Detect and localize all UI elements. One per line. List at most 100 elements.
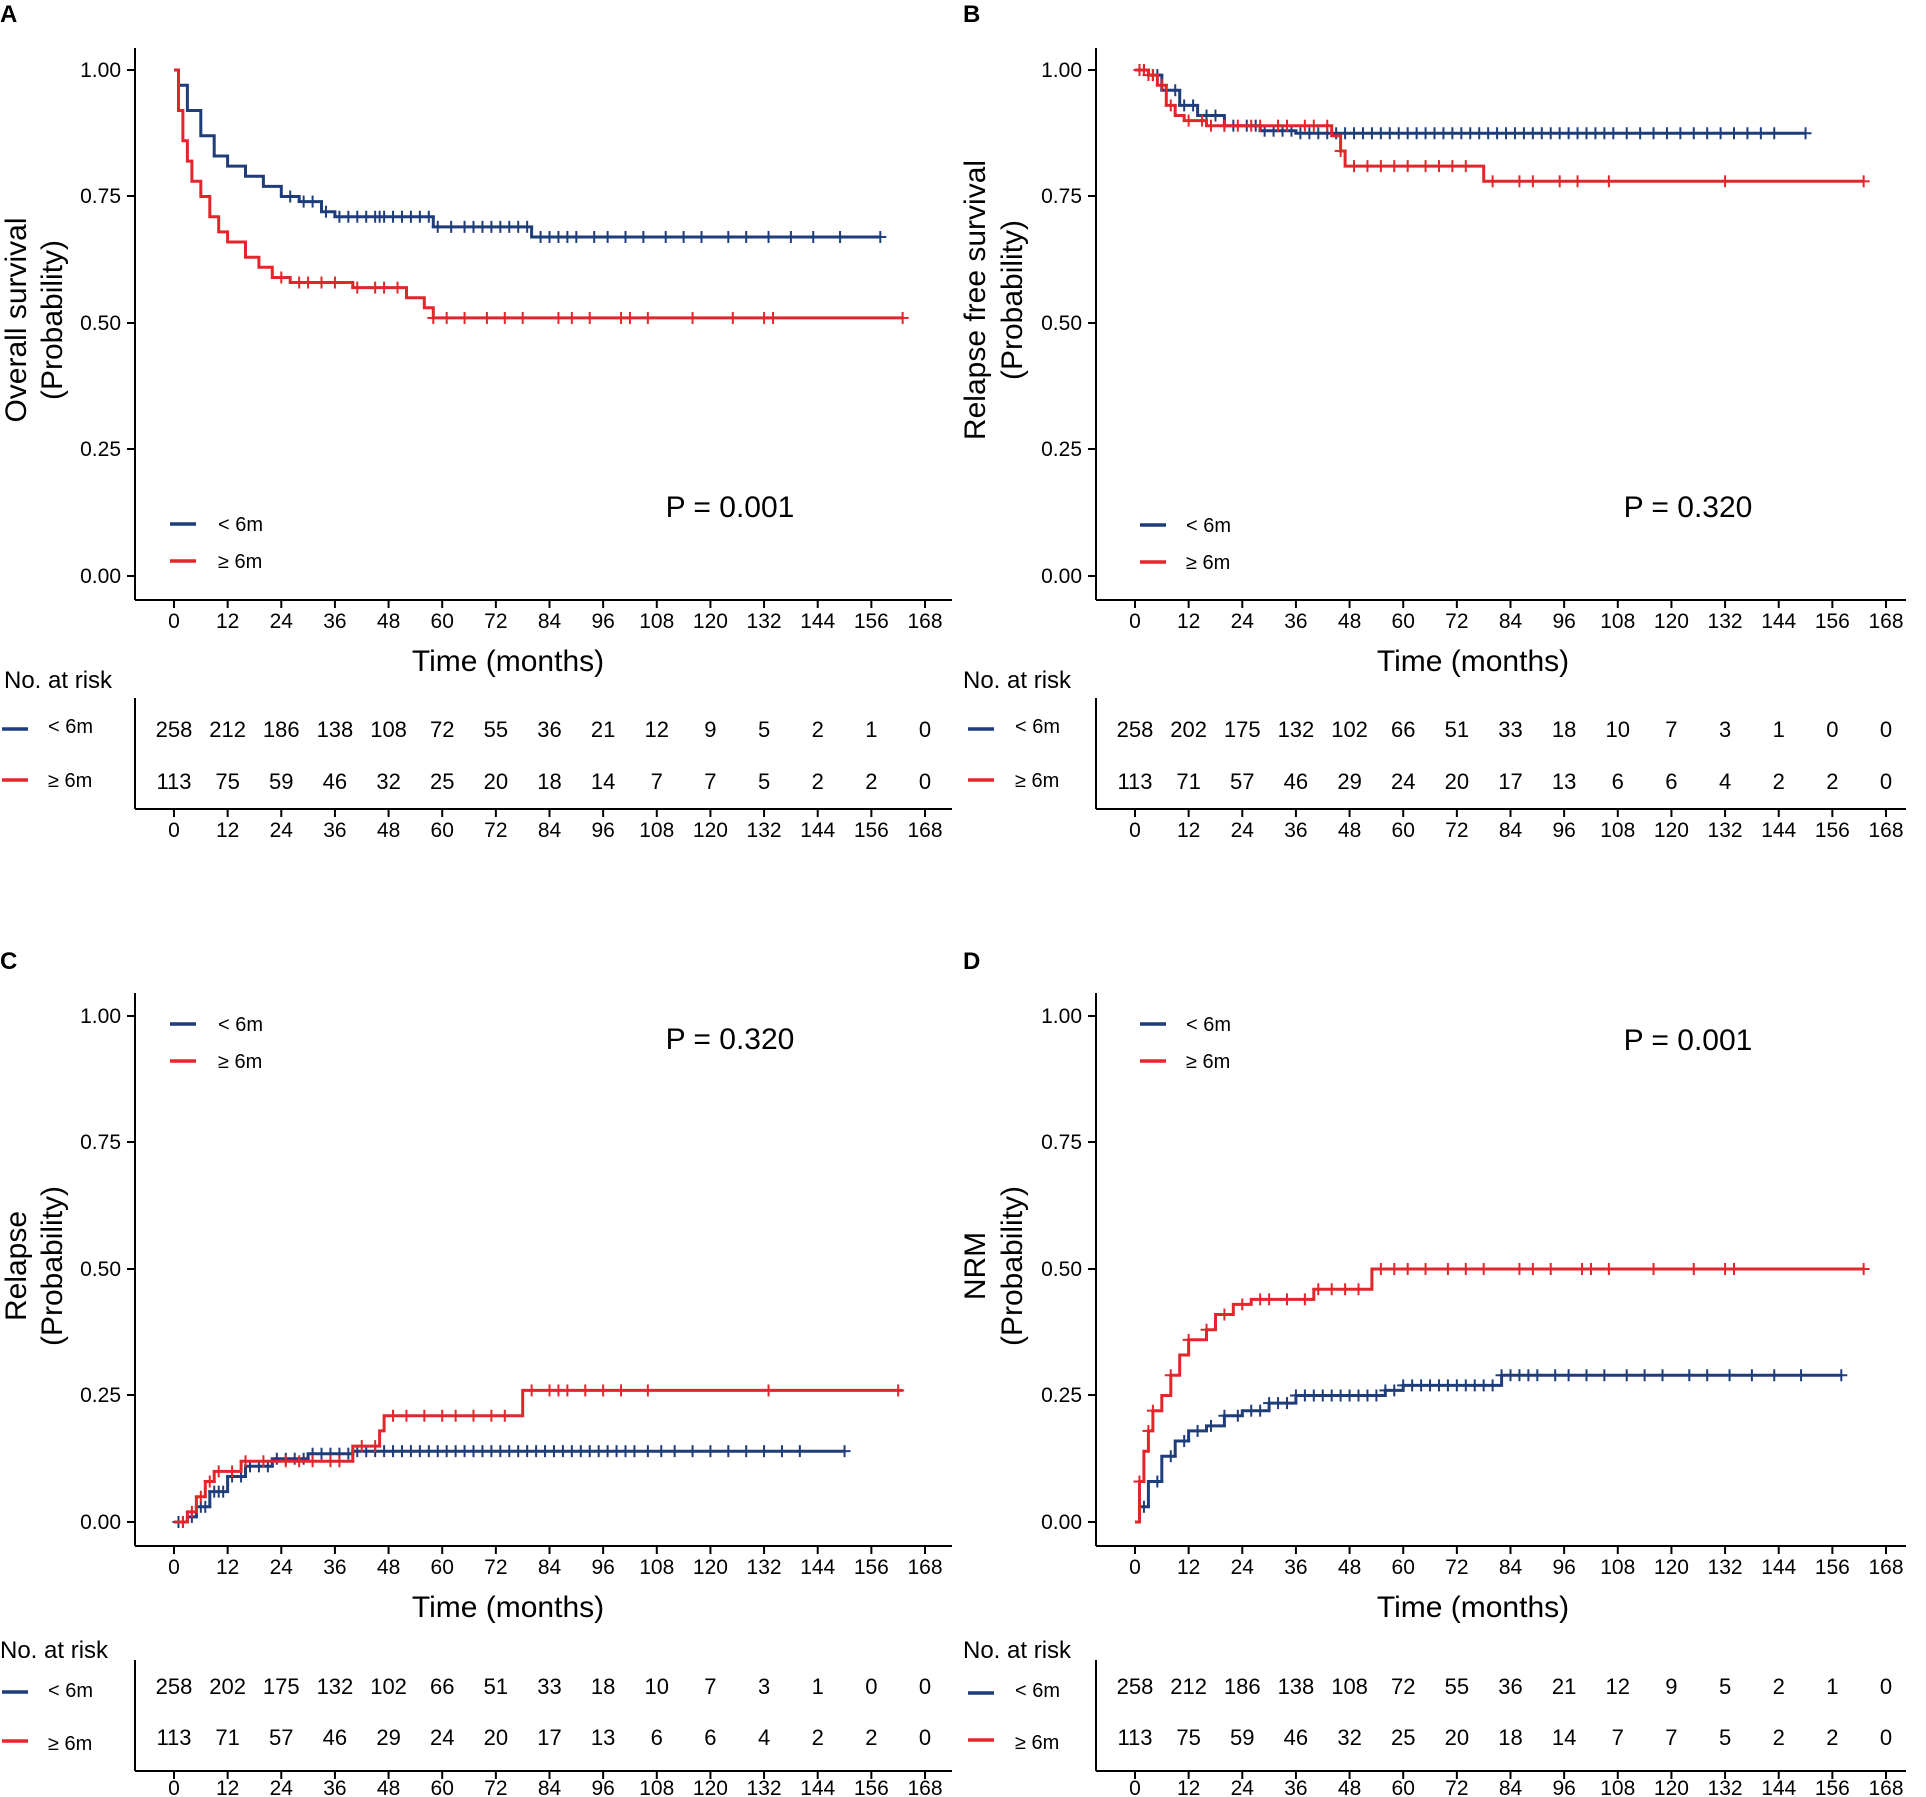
censor-mark <box>1164 99 1177 112</box>
censor-mark <box>740 1445 753 1458</box>
censor-mark <box>1687 127 1700 140</box>
y-tick: 0.25 <box>80 1384 135 1407</box>
x-tick-label: 84 <box>1499 819 1523 842</box>
risk-cell: 0 <box>919 1674 931 1699</box>
risk-cell: 175 <box>1224 717 1261 742</box>
censor-mark <box>328 276 341 289</box>
risk-table-title: No. at risk <box>0 1637 109 1664</box>
y-tick: 0.00 <box>80 565 135 588</box>
censor-mark <box>615 1384 628 1397</box>
risk-cell: 20 <box>484 769 508 794</box>
y-tick: 0.75 <box>80 1131 135 1154</box>
risk-cell: 75 <box>215 769 239 794</box>
censor-mark <box>293 1455 306 1468</box>
y-tick: 1.00 <box>80 59 135 82</box>
risk-cell: 108 <box>370 717 407 742</box>
x-tick-label: 12 <box>1177 819 1200 842</box>
legend-label-ge6m: ≥ 6m <box>1186 1051 1230 1073</box>
censor-mark <box>1795 1369 1808 1382</box>
risk-cell: 57 <box>1230 769 1254 794</box>
risk-cell: 71 <box>215 1725 239 1750</box>
y-tick-label: 0.00 <box>1041 565 1082 588</box>
censor-mark <box>1719 175 1732 188</box>
x-tick-label: 60 <box>1392 819 1415 842</box>
legend: < 6m ≥ 6m <box>170 514 263 573</box>
censor-mark <box>583 311 596 324</box>
censor-mark <box>722 230 735 243</box>
x-tick-label: 0 <box>1129 819 1141 842</box>
censor-mark <box>1218 1409 1231 1422</box>
censor-mark <box>275 271 288 284</box>
x-tick-label: 24 <box>1231 1777 1255 1797</box>
censor-mark <box>1701 1369 1714 1382</box>
x-tick-label: 132 <box>747 1777 782 1797</box>
x-tick-label: 48 <box>1338 1556 1361 1579</box>
x-tick-label: 12 <box>1177 1777 1200 1797</box>
censor-mark <box>1280 1293 1293 1306</box>
panel-c: C Relapse (Probability) 1.00 0.75 0.50 0… <box>0 948 952 1797</box>
censor-mark <box>422 210 435 223</box>
x-tick-label: 96 <box>1552 1777 1575 1797</box>
censor-mark <box>498 311 511 324</box>
x-tick-label: 0 <box>168 1777 180 1797</box>
legend-label-lt6m: < 6m <box>1186 515 1231 537</box>
risk-row-label-lt6m: < 6m <box>48 716 93 738</box>
risk-cell: 6 <box>704 1725 716 1750</box>
x-tick-label: 96 <box>1552 819 1575 842</box>
y-tick: 0.00 <box>1041 565 1096 588</box>
risk-cell: 2 <box>812 717 824 742</box>
censor-mark <box>257 1455 270 1468</box>
censor-mark <box>1620 1369 1633 1382</box>
x-tick-label: 132 <box>1708 1777 1743 1797</box>
y-axis: 1.00 0.75 0.50 0.25 0.00 <box>80 993 136 1546</box>
censor-mark <box>1419 160 1432 173</box>
censor-mark <box>722 1445 735 1458</box>
risk-cell: 21 <box>1552 1674 1576 1699</box>
censor-mark <box>1602 1263 1615 1275</box>
risk-cell: 4 <box>1719 769 1731 794</box>
censor-mark <box>619 230 632 243</box>
risk-row-label-ge6m: ≥ 6m <box>48 770 92 792</box>
censor-mark <box>217 1485 230 1498</box>
x-tick-label: 96 <box>591 1777 614 1797</box>
x-tick-label: 168 <box>907 1556 942 1579</box>
censor-mark <box>1754 127 1767 140</box>
y-axis-title-line2: (Probability) <box>996 220 1029 380</box>
x-tick-label: 120 <box>1654 1556 1689 1579</box>
y-axis-title-line1: Relapse <box>0 1211 33 1321</box>
legend-label-lt6m: < 6m <box>1186 1014 1231 1036</box>
censor-mark <box>445 220 458 233</box>
risk-cell: 17 <box>537 1725 561 1750</box>
risk-cell: 18 <box>1498 1725 1522 1750</box>
censor-mark <box>1526 175 1539 188</box>
x-tick-label: 120 <box>693 819 728 842</box>
censor-mark <box>1280 1397 1293 1410</box>
risk-cell: 18 <box>537 769 561 794</box>
x-tick-label: 0 <box>1129 1556 1141 1579</box>
censor-mark <box>641 1384 654 1397</box>
series-lt6m-line <box>1135 1373 1842 1524</box>
x-tick-label: 36 <box>1284 1777 1307 1797</box>
x-tick-label: 48 <box>377 1556 400 1579</box>
censor-mark <box>1701 127 1714 140</box>
x-tick-label: 132 <box>747 610 782 633</box>
y-tick-label: 1.00 <box>80 1005 121 1028</box>
censor-mark <box>762 1384 775 1397</box>
x-tick-label: 108 <box>639 1556 674 1579</box>
x-tick-label: 156 <box>854 819 889 842</box>
risk-cell: 5 <box>758 769 770 794</box>
censor-mark <box>784 230 797 243</box>
risk-cell: 29 <box>1337 769 1361 794</box>
x-tick-label: 156 <box>854 610 889 633</box>
series-ge6m-line <box>174 68 903 320</box>
risk-cell: 6 <box>1665 769 1677 794</box>
x-tick-label: 0 <box>1129 1777 1141 1797</box>
censor-mark <box>1674 127 1687 140</box>
x-tick-label: 84 <box>538 819 562 842</box>
censor-mark <box>1231 1409 1244 1422</box>
censor-mark <box>1334 144 1347 157</box>
risk-row-label-lt6m: < 6m <box>1015 1680 1060 1702</box>
risk-cell: 51 <box>484 1674 508 1699</box>
